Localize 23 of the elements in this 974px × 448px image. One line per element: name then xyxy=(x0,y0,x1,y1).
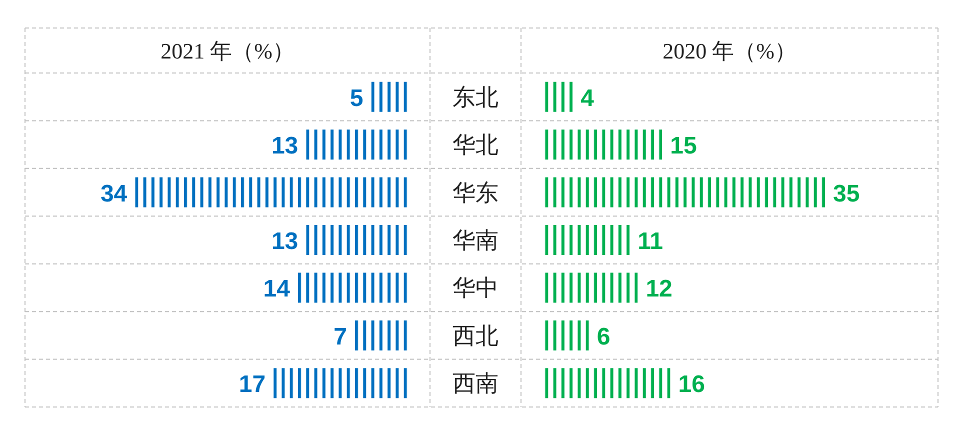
data-label: 17 xyxy=(238,371,266,398)
data-label: 34 xyxy=(100,180,128,208)
chart-title: 2020 年（%） xyxy=(662,38,796,64)
data-label: 6 xyxy=(596,323,610,350)
y-tick-label: 东北 xyxy=(452,84,498,110)
y-tick-label: 华中 xyxy=(452,276,498,301)
data-label: 13 xyxy=(271,228,298,255)
chart-title: 2021 年（%） xyxy=(160,38,294,64)
data-label: 16 xyxy=(678,371,705,398)
y-tick-label: 西南 xyxy=(452,371,498,396)
data-label: 14 xyxy=(263,276,291,303)
data-label: 13 xyxy=(271,132,298,160)
y-tick-label: 华北 xyxy=(452,132,498,158)
y-tick-label: 西北 xyxy=(452,323,498,348)
data-label: 35 xyxy=(833,180,860,208)
y-tick-label: 华南 xyxy=(452,228,498,253)
data-label: 7 xyxy=(334,323,347,350)
data-label: 15 xyxy=(670,132,697,160)
data-label: 4 xyxy=(580,84,595,112)
data-label: 11 xyxy=(638,228,663,255)
data-label: 12 xyxy=(646,276,672,303)
y-tick-label: 华东 xyxy=(452,180,498,206)
data-label: 5 xyxy=(350,84,364,112)
